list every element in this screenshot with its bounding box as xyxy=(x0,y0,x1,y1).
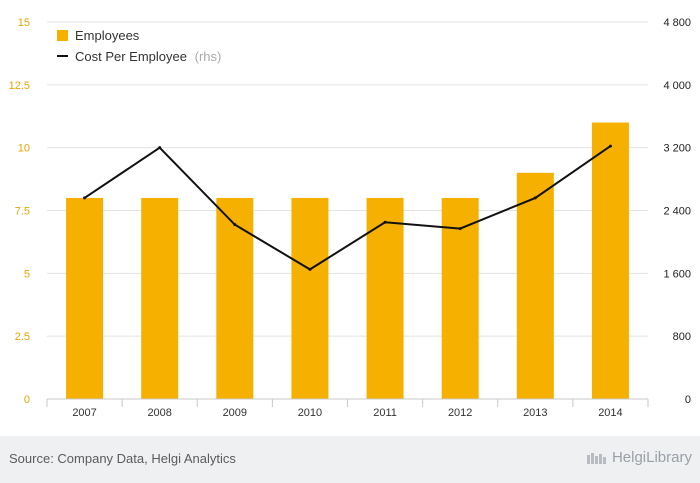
x-tick-label: 2009 xyxy=(223,407,247,419)
left-axis: 0 2.5 5 7.5 10 12.5 15 xyxy=(9,17,30,406)
left-tick-label: 7.5 xyxy=(15,206,30,218)
x-tick-label: 2014 xyxy=(598,407,622,419)
x-axis: 2007 2008 2009 2010 2011 2012 2013 2014 xyxy=(46,398,649,419)
footer-band xyxy=(0,436,700,483)
gridlines xyxy=(47,21,648,400)
left-tick-label: 15 xyxy=(18,17,30,29)
bar-employees-2012 xyxy=(441,197,479,399)
legend-series-name: Cost Per Employee xyxy=(75,49,187,64)
brand-name: HelgiLibrary xyxy=(611,449,692,466)
legend: Employees Cost Per Employee (rhs) xyxy=(57,28,221,64)
bar-employees-2010 xyxy=(291,197,329,399)
left-tick-label: 0 xyxy=(24,394,30,406)
legend-label-cost-per-employee: Cost Per Employee (rhs) xyxy=(75,49,221,64)
point-cost-per-employee-2014 xyxy=(608,144,612,148)
bar-employees-2013 xyxy=(516,172,554,399)
line-series xyxy=(83,144,612,271)
point-cost-per-employee-2009 xyxy=(233,223,237,227)
point-cost-per-employee-2007 xyxy=(83,196,87,200)
point-cost-per-employee-2013 xyxy=(533,196,537,200)
x-tick-label: 2013 xyxy=(523,407,547,419)
bar-employees-2011 xyxy=(366,197,404,399)
right-tick-label: 4 800 xyxy=(663,17,691,29)
right-axis: 0 800 1 600 2 400 3 200 4 000 4 800 xyxy=(663,17,691,406)
x-tick-label: 2010 xyxy=(298,407,322,419)
library-icon xyxy=(586,452,606,464)
legend-rhs-note: (rhs) xyxy=(195,49,222,64)
left-tick-label: 5 xyxy=(24,268,30,280)
point-cost-per-employee-2012 xyxy=(458,227,462,231)
point-cost-per-employee-2010 xyxy=(308,267,312,271)
right-tick-label: 0 xyxy=(685,394,691,406)
legend-label-employees: Employees xyxy=(75,28,140,43)
point-cost-per-employee-2011 xyxy=(383,220,387,224)
right-tick-label: 800 xyxy=(673,331,691,343)
right-tick-label: 4 000 xyxy=(663,80,691,92)
x-tick-label: 2007 xyxy=(72,407,96,419)
x-tick-label: 2008 xyxy=(147,407,171,419)
left-tick-label: 2.5 xyxy=(15,331,30,343)
bar-series xyxy=(66,122,629,400)
brand-logo[interactable]: HelgiLibrary xyxy=(586,449,692,466)
bar-employees-2014 xyxy=(591,122,629,400)
left-tick-label: 10 xyxy=(18,143,30,155)
left-tick-label: 12.5 xyxy=(9,80,30,92)
bar-employees-2008 xyxy=(141,197,179,399)
x-tick-label: 2011 xyxy=(373,407,397,419)
right-tick-label: 1 600 xyxy=(663,268,691,280)
line-cost-per-employee xyxy=(84,145,612,271)
legend-swatch-employees xyxy=(57,30,68,41)
x-tick-label: 2012 xyxy=(448,407,472,419)
combo-chart: 0 2.5 5 7.5 10 12.5 15 0 800 1 600 2 400 3 200 4 00… xyxy=(9,17,691,419)
bar-employees-2007 xyxy=(66,197,104,399)
bar-employees-2009 xyxy=(216,197,254,399)
point-cost-per-employee-2008 xyxy=(158,146,162,150)
source-note: Source: Company Data, Helgi Analytics xyxy=(9,451,236,466)
right-tick-label: 2 400 xyxy=(663,206,691,218)
right-tick-label: 3 200 xyxy=(663,143,691,155)
